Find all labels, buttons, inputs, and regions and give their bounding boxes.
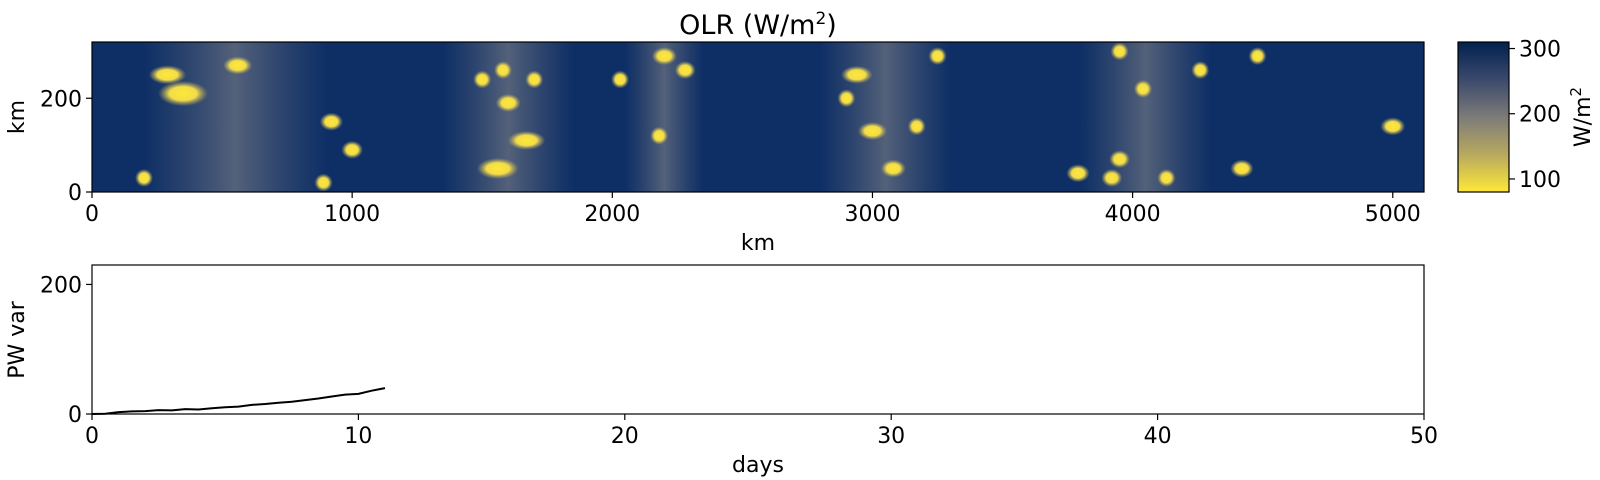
line-y-label: PW var bbox=[5, 300, 30, 379]
convective-cell bbox=[1109, 150, 1131, 169]
colorbar-axis: 100 200 300 bbox=[1509, 38, 1561, 193]
convective-cell bbox=[1230, 159, 1254, 178]
line-x-tick-label: 40 bbox=[1144, 424, 1172, 449]
moist-band bbox=[1080, 42, 1211, 192]
convective-cell bbox=[674, 61, 696, 80]
convective-cell bbox=[477, 158, 519, 180]
heatmap-y-tick-label: 200 bbox=[40, 87, 82, 112]
convective-cell bbox=[611, 70, 630, 89]
heatmap-x-tick-label: 0 bbox=[85, 202, 99, 227]
colorbar-tick-label: 200 bbox=[1519, 103, 1561, 128]
convective-cell bbox=[1101, 168, 1123, 187]
convective-cell bbox=[907, 117, 926, 136]
colorbar bbox=[1458, 42, 1509, 192]
convective-cell bbox=[494, 61, 513, 80]
line-x-tick-label: 20 bbox=[611, 424, 639, 449]
heatmap-x-label: km bbox=[741, 231, 775, 256]
convective-cell bbox=[223, 56, 253, 75]
convective-cell bbox=[857, 122, 888, 141]
convective-cell bbox=[880, 159, 906, 178]
convective-cell bbox=[651, 47, 677, 66]
colorbar-tick-label: 100 bbox=[1519, 168, 1561, 193]
line-x-axis: 0 10 20 30 40 50 bbox=[85, 414, 1438, 449]
heatmap-x-tick-label: 3000 bbox=[844, 202, 900, 227]
convective-cell bbox=[341, 140, 363, 159]
line-x-label: days bbox=[732, 453, 784, 478]
heatmap-x-axis: 0 1000 2000 3000 4000 5000 bbox=[85, 192, 1421, 227]
line-y-tick-label: 0 bbox=[68, 403, 82, 428]
colorbar-label: W/m2 bbox=[1567, 87, 1596, 147]
convective-cell bbox=[1380, 117, 1406, 136]
convective-cell bbox=[473, 70, 492, 89]
convective-cell bbox=[1066, 164, 1090, 183]
line-x-tick-label: 50 bbox=[1410, 424, 1438, 449]
line-x-tick-label: 10 bbox=[344, 424, 372, 449]
convective-cell bbox=[158, 80, 209, 107]
heatmap-frame bbox=[91, 41, 1425, 193]
convective-cell bbox=[495, 93, 521, 112]
heatmap-title: OLR (W/m2) bbox=[679, 9, 837, 41]
convective-cell bbox=[928, 47, 947, 66]
heatmap-image bbox=[92, 42, 1424, 192]
line-plot-frame bbox=[91, 264, 1425, 415]
line-y-tick-label: 200 bbox=[40, 273, 82, 298]
heatmap-x-tick-label: 2000 bbox=[584, 202, 640, 227]
convective-cell bbox=[1191, 61, 1210, 80]
convective-cell bbox=[1110, 42, 1129, 61]
colorbar-frame bbox=[1457, 41, 1510, 193]
convective-cell bbox=[650, 126, 669, 145]
heatmap-y-axis: 0 200 bbox=[40, 87, 92, 206]
convective-cell bbox=[1157, 168, 1176, 187]
convective-cell bbox=[507, 130, 546, 150]
convective-cell bbox=[841, 65, 873, 84]
heatmap-x-tick-label: 5000 bbox=[1365, 202, 1421, 227]
convective-cell bbox=[319, 112, 343, 131]
heatmap-y-tick-label: 0 bbox=[68, 181, 82, 206]
convective-cell bbox=[525, 70, 544, 89]
convective-cell bbox=[135, 168, 154, 187]
convective-cell bbox=[1133, 79, 1153, 98]
convective-cell bbox=[1248, 47, 1267, 66]
convective-cell bbox=[314, 173, 333, 192]
convective-cell bbox=[148, 65, 187, 85]
heatmap-x-tick-label: 1000 bbox=[324, 202, 380, 227]
line-y-axis: 0 200 bbox=[40, 273, 92, 428]
heatmap-y-label: km bbox=[5, 100, 30, 134]
line-x-tick-label: 30 bbox=[877, 424, 905, 449]
line-x-tick-label: 0 bbox=[85, 424, 99, 449]
heatmap-x-tick-label: 4000 bbox=[1105, 202, 1161, 227]
pw-var-series-line bbox=[91, 387, 386, 415]
convective-cell bbox=[837, 89, 856, 108]
colorbar-tick-label: 300 bbox=[1519, 38, 1561, 63]
